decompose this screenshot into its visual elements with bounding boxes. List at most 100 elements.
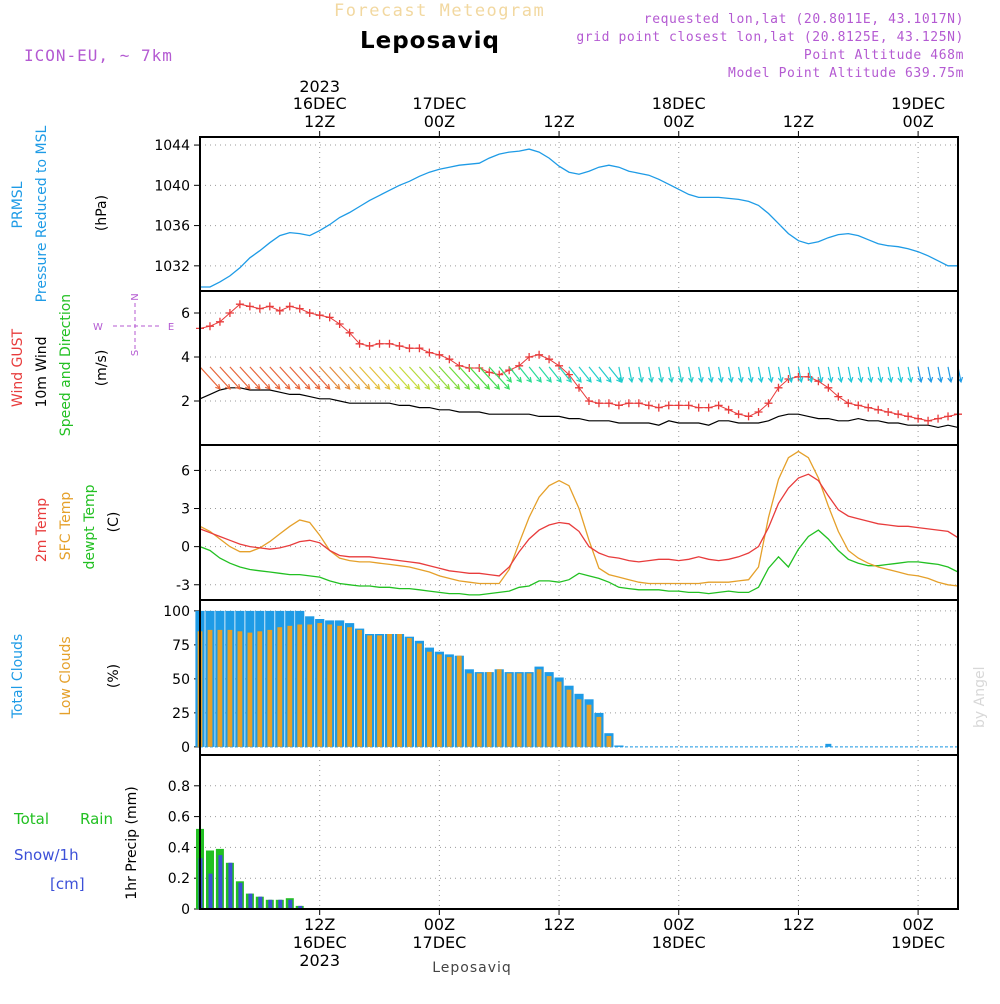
gust-marker	[664, 401, 673, 410]
gust-marker	[305, 309, 314, 317]
gust-marker	[535, 350, 544, 359]
low-cloud-bar	[576, 699, 582, 747]
wind-arrow	[399, 366, 421, 390]
wind-arrow	[668, 366, 674, 384]
low-cloud-bar	[277, 627, 283, 747]
wind-arrow	[199, 366, 221, 390]
wind-arrow	[887, 366, 894, 384]
y-tick-label: 25	[172, 706, 190, 722]
compass-west: W	[93, 322, 103, 333]
wind-arrow	[548, 366, 562, 383]
model-label: ICON-EU, ~ 7km	[24, 46, 173, 65]
snow-bar	[298, 905, 303, 909]
wind-arrow	[369, 366, 391, 390]
gust-marker	[345, 328, 354, 337]
low-cloud-bar	[307, 624, 313, 747]
low-cloud-bar	[606, 736, 612, 747]
pressure-line	[200, 148, 958, 288]
wind-arrow	[269, 366, 291, 390]
cloud-labels: Total Clouds Low Clouds (%)	[10, 634, 122, 719]
gust-marker	[515, 361, 524, 370]
snow-bar	[288, 899, 293, 909]
wind-arrow	[727, 366, 734, 384]
total-cloud-bar	[825, 743, 832, 747]
hpa-unit-label: (hPa)	[94, 195, 110, 231]
dewpt-temp-label: dewpt Temp	[82, 484, 98, 569]
snow-bar	[278, 899, 283, 909]
snow-bar	[258, 896, 263, 909]
y-tick-label: 1036	[154, 219, 190, 235]
requested-coords: requested lon,lat (20.8011E, 43.1017N)	[644, 12, 964, 27]
y-tick-label: 50	[172, 672, 190, 688]
gust-marker	[934, 414, 943, 423]
gust-marker	[804, 372, 813, 381]
gust-marker	[944, 412, 953, 421]
low-cloud-bar	[267, 629, 273, 747]
wind-arrow	[827, 366, 834, 384]
wind-arrow	[289, 366, 311, 390]
low-cloud-bar	[317, 623, 323, 747]
grid-point-coords: grid point closest lon,lat (20.8125E, 43…	[576, 30, 964, 45]
wind-arrow	[568, 366, 582, 383]
gust-marker	[555, 361, 564, 370]
gust-marker	[834, 392, 843, 401]
gust-marker	[734, 410, 743, 419]
wind-arrow	[767, 366, 774, 384]
wind-arrow	[837, 366, 844, 384]
gust-marker	[844, 399, 853, 408]
top-time-label: 12Z	[543, 112, 574, 131]
gust-marker	[365, 342, 374, 350]
snow-bar	[248, 893, 253, 909]
top-time-label: 17DEC	[412, 94, 466, 113]
sfc-temp-label: SFC Temp	[58, 492, 74, 561]
gust-marker	[764, 399, 773, 408]
low-cloud-bar	[217, 629, 223, 747]
gust-marker	[335, 320, 344, 328]
bottom-time-label: 00Z	[663, 915, 694, 934]
wind-arrow	[229, 366, 251, 390]
gust-marker	[634, 399, 643, 408]
gust-marker	[774, 383, 783, 392]
gust-marker	[694, 403, 703, 412]
top-time-label: 18DEC	[652, 94, 706, 113]
gust-marker	[275, 306, 284, 315]
y-tick-label: 2	[181, 394, 190, 410]
snow-unit-label: [cm]	[50, 875, 85, 893]
wind-arrow	[608, 366, 622, 383]
gust-marker	[205, 322, 214, 331]
gust-marker	[754, 408, 763, 416]
wind-arrow	[917, 366, 924, 384]
c-unit-label: (C)	[106, 512, 122, 533]
y-tick-label: 0.8	[168, 779, 190, 795]
gust-marker	[395, 342, 404, 350]
wind-arrow	[239, 366, 261, 390]
wind-arrow	[508, 366, 522, 383]
gust-marker	[864, 403, 873, 412]
prmsl-label: PRMSL	[10, 181, 26, 228]
low-cloud-bar	[227, 629, 233, 747]
snow-bar	[218, 855, 223, 909]
wind-arrow	[249, 366, 271, 390]
gust-marker	[465, 364, 474, 372]
ms-unit-label: (m/s)	[94, 350, 110, 387]
wind-arrow	[648, 366, 654, 384]
low-cloud-bar	[546, 676, 552, 747]
gust-marker	[385, 339, 394, 348]
wind-arrow	[488, 366, 511, 390]
low-cloud-bar	[496, 669, 502, 747]
wind-arrow	[867, 366, 874, 384]
gust-marker	[225, 309, 234, 317]
wind-arrow	[717, 366, 724, 384]
wind-arrow	[349, 366, 371, 390]
gust-marker	[245, 302, 254, 311]
wind-arrow	[259, 366, 281, 390]
wind-arrow	[618, 366, 624, 384]
gust-marker	[794, 372, 803, 381]
percent-unit-label: (%)	[106, 664, 122, 688]
wind-arrow	[438, 366, 461, 390]
chart-plot-area: 1032 1036 1040 1044 2 4 6 -3 0 3 6 0 25 50 75 100 0 0.2 0.…	[154, 77, 964, 970]
footer-location: Leposaviq	[432, 960, 512, 976]
wind-gust-label: Wind GUST	[10, 328, 26, 407]
low-cloud-bar	[466, 673, 472, 747]
panel-3: -3 0 3 6	[176, 445, 959, 600]
